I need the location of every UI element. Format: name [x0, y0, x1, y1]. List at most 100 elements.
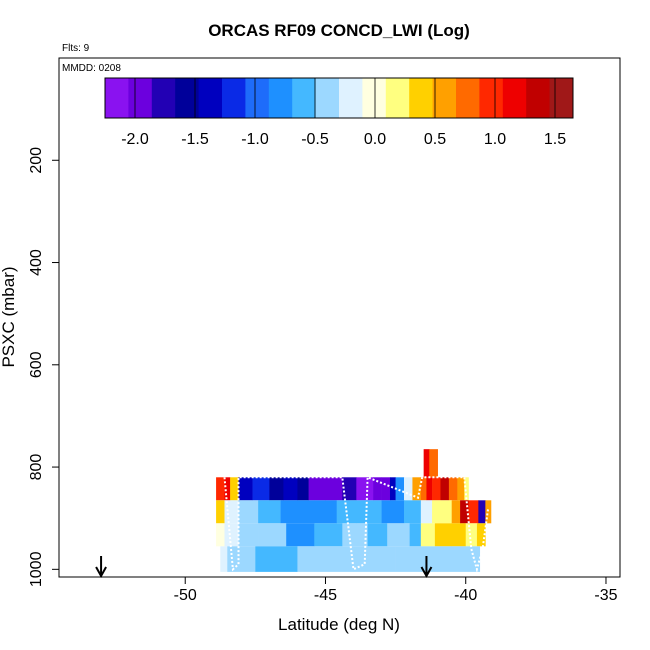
colorbar-swatch: [245, 78, 270, 118]
colorbar-swatch: [362, 78, 387, 118]
y-tick-label: 400: [28, 249, 45, 276]
heatmap-cell: [440, 500, 452, 524]
y-tick-label: 600: [28, 351, 45, 378]
heatmap-cell: [314, 523, 343, 547]
colorbar-swatch: [456, 78, 480, 118]
heatmap-cell: [224, 523, 239, 547]
colorbar-tick-label: -1.5: [181, 131, 209, 148]
heatmap-cell: [220, 546, 228, 572]
y-axis-label: PSXC (mbar): [0, 266, 18, 367]
heatmap-cells: [216, 449, 492, 572]
date-annotation: MMDD: 0208: [62, 63, 121, 74]
x-tick-label: -35: [594, 587, 617, 604]
heatmap-cell: [389, 477, 396, 501]
colorbar-tick-label: -1.0: [241, 131, 269, 148]
heatmap-cell: [448, 477, 458, 501]
colorbar-swatch: [268, 78, 293, 118]
heatmap-cell: [353, 546, 396, 572]
colorbar-swatch: [315, 78, 340, 118]
x-tick-label: -50: [174, 587, 197, 604]
heatmap-cell: [420, 477, 427, 501]
colorbar-swatch: [292, 78, 316, 118]
colorbar-swatch: [198, 78, 223, 118]
colorbar-swatch: [105, 78, 129, 118]
colorbar-swatch: [128, 78, 153, 118]
heatmap-cell: [451, 500, 461, 524]
colorbar-tick-label: 1.0: [484, 131, 506, 148]
heatmap-cell: [224, 500, 239, 524]
heatmap-cell: [238, 523, 259, 547]
heatmap-cell: [216, 500, 225, 524]
heatmap-cell: [404, 477, 413, 501]
heatmap-cell: [280, 500, 315, 524]
heatmap-cell: [451, 523, 467, 547]
heatmap-cell: [297, 477, 309, 501]
heatmap-cell: [465, 523, 478, 547]
heatmap-cell: [216, 523, 225, 547]
colorbar-border: [104, 77, 574, 119]
heatmap-cell: [432, 500, 441, 524]
heatmap-cell: [252, 477, 270, 501]
colorbar-swatch: [409, 78, 433, 118]
x-tick-label: -45: [314, 587, 337, 604]
heatmap-cell: [283, 477, 298, 501]
heatmap-cell: [426, 477, 433, 501]
heatmap-cell: [420, 500, 433, 524]
heatmap-cell: [238, 500, 259, 524]
heatmap-cell: [286, 523, 315, 547]
heatmap-cell: [429, 449, 438, 478]
colorbar-swatch: [479, 78, 504, 118]
colorbar-swatch: [339, 78, 363, 118]
chart-title: ORCAS RF09 CONCD_LWI (Log): [208, 21, 470, 40]
x-axis-label: Latitude (deg N): [278, 615, 400, 634]
heatmap-cell: [404, 500, 422, 524]
heatmap-cell: [468, 500, 479, 524]
heatmap-cell: [381, 477, 391, 501]
heatmap-cell: [238, 477, 253, 501]
colorbar-swatch: [222, 78, 246, 118]
colorbar-swatch: [526, 78, 550, 118]
heatmap-cell: [224, 477, 231, 501]
heatmap-cell: [437, 546, 481, 572]
y-tick-label: 200: [28, 147, 45, 174]
heatmap-cell: [423, 449, 430, 478]
heatmap-cell: [464, 477, 469, 501]
plot-frame: [58, 57, 621, 578]
heatmap-cell: [432, 477, 441, 501]
heatmap-cell: [387, 523, 410, 547]
position-marker-arrowhead: [95, 566, 107, 579]
colorbar-swatch: [502, 78, 527, 118]
position-markers: [95, 556, 433, 579]
colorbar-tick-label: 1.5: [544, 131, 566, 148]
position-marker-arrowhead: [420, 566, 433, 579]
heatmap-cell: [476, 523, 486, 547]
heatmap-cell: [409, 523, 422, 547]
colorbar-swatch: [432, 78, 457, 118]
heatmap-cell: [478, 500, 486, 524]
colorbar-swatch: [175, 78, 199, 118]
colorbar-tick-label: 0.0: [364, 131, 386, 148]
heatmap-cell: [297, 546, 354, 572]
heatmap-cell: [460, 500, 469, 524]
y-axis: 200 400 600 800 1000: [28, 147, 59, 587]
heatmap-cell: [367, 523, 388, 547]
heatmap-cell: [314, 500, 337, 524]
flight-track: [223, 475, 490, 574]
heatmap-cell: [342, 523, 368, 547]
heatmap-cell: [216, 477, 225, 501]
heatmap-cell: [420, 523, 436, 547]
x-axis: -50 -45 -40 -35: [174, 577, 618, 604]
heatmap-cell: [356, 500, 382, 524]
colorbar-tick-label: 0.5: [424, 131, 446, 148]
heatmap-cell: [258, 523, 287, 547]
heatmap-cell: [373, 477, 382, 501]
colorbar-tick-label: -0.5: [301, 131, 329, 148]
flight-track-line: [223, 475, 490, 574]
heatmap-cell: [381, 500, 405, 524]
colorbar-swatch: [549, 78, 574, 118]
heatmap-cell: [356, 477, 374, 501]
heatmap-cell: [485, 500, 492, 524]
y-tick-label: 1000: [28, 551, 45, 587]
heatmap-cell: [325, 477, 343, 501]
